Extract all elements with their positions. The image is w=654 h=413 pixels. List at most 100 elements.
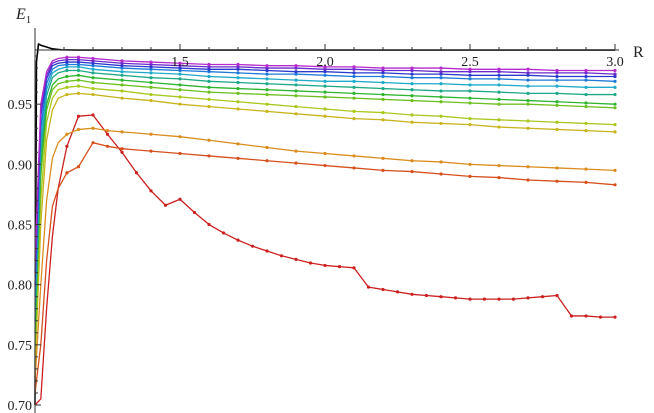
data-point (279, 254, 284, 258)
data-point (178, 72, 182, 76)
series-1 (34, 113, 617, 406)
data-point (178, 64, 182, 68)
data-point (120, 66, 124, 70)
x-axis-title: R (633, 44, 644, 61)
data-point (323, 84, 327, 88)
data-point (352, 166, 356, 170)
data-point (236, 156, 240, 160)
data-point (439, 100, 443, 104)
data-point (555, 78, 559, 82)
data-point (91, 71, 95, 75)
data-point (584, 74, 588, 79)
series-13 (34, 55, 617, 261)
data-point (120, 147, 124, 151)
data-point (76, 84, 81, 88)
data-point (294, 89, 298, 93)
data-point (584, 85, 588, 89)
data-point (468, 117, 472, 121)
series-line (34, 59, 616, 273)
data-point (294, 70, 298, 74)
data-point (65, 132, 69, 136)
data-point (555, 179, 559, 183)
data-point (381, 168, 385, 172)
data-point (65, 144, 69, 148)
series-4 (34, 91, 617, 369)
data-point (91, 76, 95, 80)
data-point (323, 151, 327, 156)
data-point (468, 297, 472, 301)
data-point (207, 154, 211, 158)
data-point (497, 175, 501, 180)
series-11 (34, 60, 617, 285)
data-point (555, 71, 559, 75)
data-point (178, 83, 182, 87)
data-point (265, 88, 269, 92)
data-point (584, 78, 588, 82)
data-point (120, 73, 124, 77)
data-point (584, 167, 588, 171)
data-point (468, 162, 472, 166)
data-point (265, 64, 269, 68)
data-point (613, 130, 617, 134)
data-point (91, 61, 95, 65)
data-point (65, 55, 69, 59)
data-point (91, 126, 95, 130)
data-point (352, 71, 356, 75)
data-point (410, 68, 414, 73)
data-point (323, 79, 327, 83)
data-point (236, 142, 240, 146)
data-point (91, 80, 95, 85)
data-point (613, 92, 617, 97)
data-point (352, 74, 356, 79)
data-point (381, 68, 385, 73)
data-point (294, 72, 298, 76)
data-point (120, 70, 124, 74)
data-point (381, 80, 385, 85)
data-point (439, 172, 443, 176)
ticks-layer: 1.5 2.0 2.5 3.0 0.95 0.90 0.85 0.80 0.75 0.70 (8, 44, 624, 413)
data-point (294, 112, 298, 116)
data-point (76, 91, 81, 95)
data-point (149, 98, 153, 103)
data-point (613, 106, 617, 110)
series-5 (34, 84, 617, 357)
data-point (65, 74, 69, 79)
data-point (497, 163, 501, 168)
data-point (65, 65, 69, 69)
data-point (439, 160, 443, 164)
data-point (294, 83, 298, 87)
data-point (555, 103, 559, 107)
y-tick-label: 0.90 (8, 158, 33, 173)
data-point (497, 125, 501, 129)
data-point (584, 71, 588, 75)
data-point (613, 315, 617, 319)
data-point (149, 80, 153, 85)
data-point (236, 238, 240, 242)
data-point (613, 74, 617, 79)
data-point (410, 113, 414, 117)
data-point (91, 64, 95, 68)
series-6 (34, 78, 617, 345)
data-point (395, 290, 400, 294)
data-point (149, 149, 153, 153)
data-point (207, 85, 211, 89)
data-point (178, 151, 182, 156)
data-point (352, 85, 356, 89)
data-point (468, 123, 472, 127)
data-point (76, 78, 81, 82)
data-point (526, 91, 530, 95)
data-point (207, 104, 211, 109)
data-point (584, 68, 588, 73)
data-point (468, 83, 472, 87)
data-point (555, 120, 559, 124)
series-line (34, 92, 616, 369)
data-point (526, 165, 530, 169)
data-point (207, 222, 211, 227)
data-point (294, 149, 298, 153)
data-point (381, 111, 385, 115)
data-point (207, 70, 211, 74)
data-point (424, 293, 429, 298)
data-point (149, 85, 153, 89)
data-point (91, 67, 95, 71)
data-point (65, 92, 69, 97)
